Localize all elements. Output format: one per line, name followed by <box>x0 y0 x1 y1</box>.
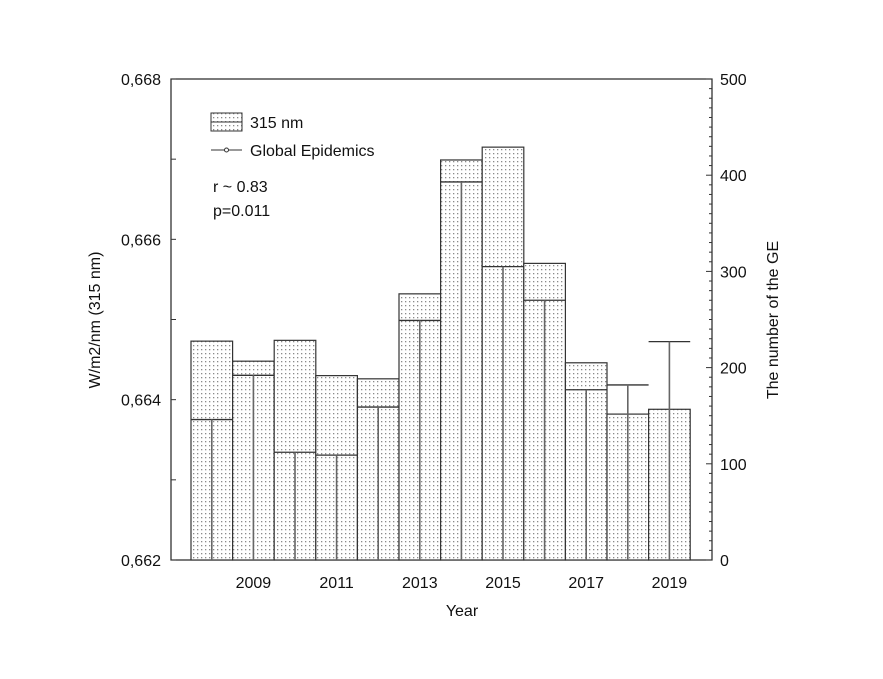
y-axis-title: W/m2/nm (315 nm) <box>87 252 104 389</box>
legend-item-global-epidemics: Global Epidemics <box>211 143 375 160</box>
y-tick-label: 0,662 <box>121 553 161 570</box>
x-tick-label: 2019 <box>652 575 688 592</box>
y-tick-label: 0,664 <box>121 393 161 410</box>
y-tick-label: 0,668 <box>121 72 161 89</box>
ge-marker-2012 <box>357 406 399 560</box>
line-series-global-epidemics <box>191 181 691 560</box>
x-tick-label: 2013 <box>402 575 438 592</box>
ge-marker-2013 <box>399 319 441 560</box>
legend-label-global-epidemics: Global Epidemics <box>250 143 375 160</box>
ge-marker-2011 <box>315 454 358 560</box>
ge-marker-2015 <box>482 265 524 560</box>
x-tick-label: 2017 <box>568 575 604 592</box>
x-tick-label: 2011 <box>319 575 354 592</box>
left-y-axis: 0,662 0,664 0,666 0,668 <box>121 72 176 570</box>
x-tick-label: 2009 <box>236 575 272 592</box>
correlation-r: r ~ 0.83 <box>213 179 268 196</box>
y-tick-label: 0,666 <box>121 232 161 249</box>
x-tick-label: 2015 <box>485 575 521 592</box>
ge-marker-2017 <box>565 389 607 560</box>
ge-marker-2016 <box>523 299 566 560</box>
ge-marker-2018 <box>607 384 649 560</box>
ge-marker-2010 <box>274 451 316 560</box>
y2-tick-label: 300 <box>720 264 747 281</box>
ge-marker-2009 <box>232 374 275 560</box>
x-axis-title: Year <box>446 603 479 620</box>
legend: 315 nm Global Epidemics r ~ 0.83 p=0.011 <box>210 112 375 220</box>
p-value: p=0.011 <box>213 203 270 220</box>
y2-axis-title: The number of the GE <box>765 241 782 399</box>
legend-line-marker-icon <box>211 147 242 153</box>
y2-tick-label: 100 <box>720 457 747 474</box>
y2-tick-label: 400 <box>720 168 747 185</box>
ge-marker-2014 <box>440 181 483 560</box>
y2-tick-label: 500 <box>720 72 747 89</box>
y2-tick-label: 200 <box>720 361 747 378</box>
ge-marker-2019 <box>648 340 691 560</box>
y2-tick-label: 0 <box>720 553 729 570</box>
legend-label-315nm: 315 nm <box>250 115 303 132</box>
x-axis: 2009 2011 2013 2015 2017 2019 <box>236 575 688 592</box>
right-y-axis: 0 100 200 300 400 500 <box>706 72 747 570</box>
ge-marker-2008 <box>191 418 233 560</box>
legend-item-315nm: 315 nm <box>210 112 303 132</box>
